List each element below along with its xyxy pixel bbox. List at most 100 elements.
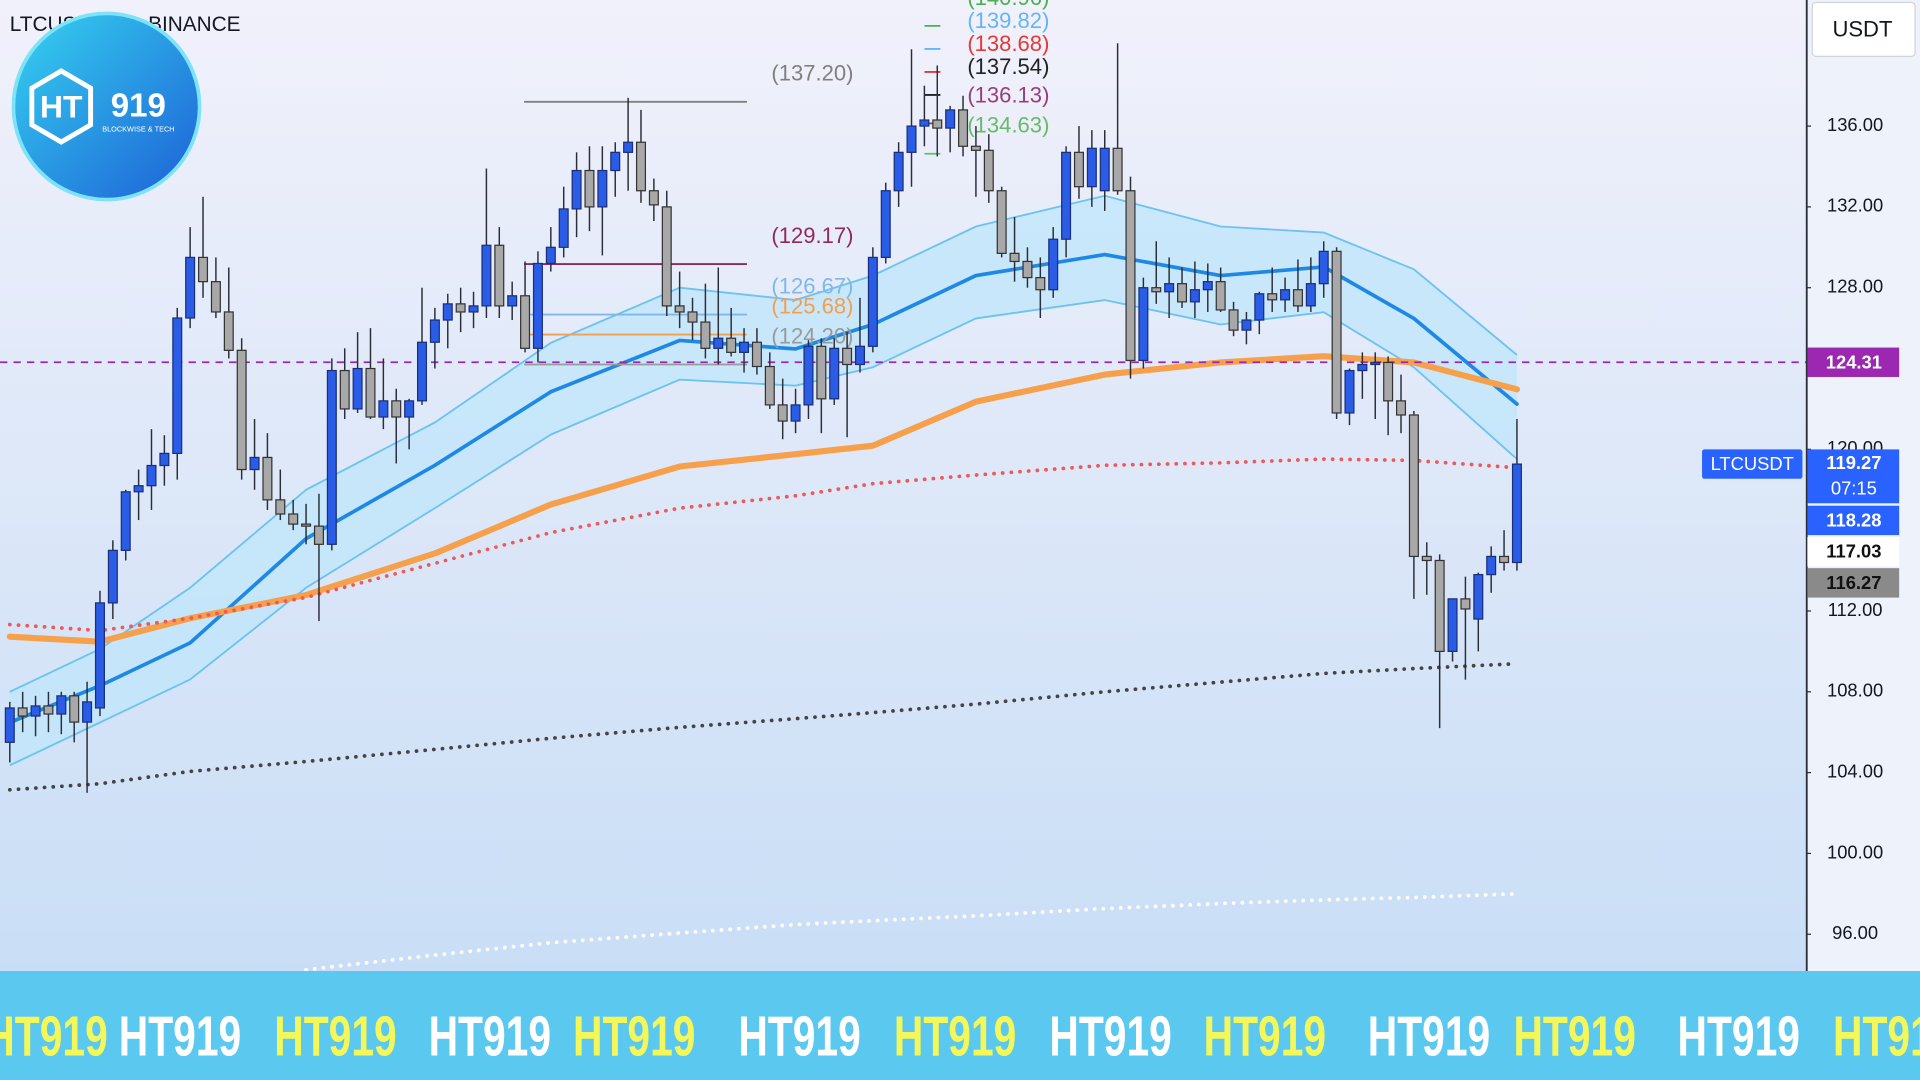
candle-body (275, 499, 286, 515)
candle-body (597, 169, 608, 208)
candle-body (1292, 289, 1303, 307)
candle-body (661, 206, 672, 307)
fib-label: (126.67) (771, 273, 853, 298)
candle-body (545, 246, 556, 265)
candle-body (958, 109, 969, 147)
banner-text: HT919 (1204, 1005, 1326, 1068)
currency-box (1811, 1, 1916, 57)
alert-price: 124.31 (1826, 351, 1882, 372)
last-price-box (1807, 449, 1900, 504)
candle-body (751, 341, 762, 368)
candle-body (249, 456, 260, 471)
candle-body (1421, 555, 1432, 562)
candle-body (30, 705, 41, 717)
logo-name: 919 (111, 87, 166, 124)
candle-body (816, 345, 827, 400)
last-price: 119.27 (1826, 452, 1881, 473)
candle-body (365, 367, 376, 418)
candle-body (970, 145, 981, 151)
banner-text: HT919 (119, 1005, 241, 1068)
fib-label: (125.68) (771, 293, 853, 318)
candle-body (1473, 573, 1484, 620)
candle-body (1164, 283, 1175, 293)
candle-body (107, 549, 118, 604)
candle-body (1009, 252, 1020, 263)
candle-body (558, 208, 569, 248)
candle-body (713, 337, 724, 349)
candle-body (17, 707, 28, 717)
candle-body (1499, 555, 1510, 564)
dotted-line (304, 892, 1519, 972)
candle-body (172, 317, 183, 454)
candle-body (1189, 289, 1200, 303)
candle-body (507, 295, 518, 307)
candle-body (1395, 400, 1407, 416)
candle-body (1511, 463, 1522, 564)
y-tick-label: 136.00 (1827, 114, 1883, 135)
y-tick-label: 112.00 (1828, 599, 1883, 620)
plot-area: (137.20) (129.17) (126.67)(125.68) (124.20)… (0, 0, 1807, 972)
candle-body (262, 456, 273, 501)
fib-label: (136.13) (967, 82, 1049, 107)
candle-body (945, 109, 956, 129)
fib-label: (140.96) (967, 0, 1049, 10)
price-axis: USDT 136.00132.00128.00120.00112.00108.0… (1805, 0, 1920, 972)
candle-body (893, 151, 904, 192)
candle-body (416, 341, 428, 402)
candle-body (571, 169, 582, 210)
candle-body (1228, 309, 1239, 331)
fib-label: (137.54) (967, 54, 1049, 79)
moving-average (6, 353, 1521, 645)
candle-body (56, 695, 67, 715)
logo-badge (11, 11, 202, 202)
candle-body (1486, 555, 1497, 576)
candle-body (1280, 289, 1291, 301)
banner-text: HT919 (894, 1005, 1016, 1068)
candle-body (674, 305, 685, 313)
candle-body (326, 369, 337, 545)
banner (0, 971, 1920, 1080)
price-label-box (1807, 536, 1900, 567)
candle-body (1267, 293, 1278, 301)
candle-body (4, 707, 15, 743)
banner-text: HT919 (1513, 1005, 1635, 1068)
symbol-tag-box (1702, 449, 1803, 479)
candle-body (197, 256, 209, 283)
candle-body (867, 256, 878, 347)
candle-body (623, 141, 634, 153)
banner-text: HT919 (1678, 1005, 1800, 1068)
price-label: 118.28 (1826, 509, 1881, 530)
fib-label: (124.20) (771, 323, 853, 348)
candle-body (494, 244, 505, 307)
candle-body (1086, 147, 1097, 188)
candle-body (996, 190, 1007, 254)
candle-body (1125, 190, 1136, 362)
price-label-box (1807, 505, 1900, 536)
candle-body (442, 303, 453, 321)
candle-body (133, 485, 144, 493)
candle-body (404, 400, 415, 418)
candle-body (803, 345, 814, 406)
candle-body (919, 119, 930, 127)
fib-label: (137.20) (771, 61, 853, 86)
candle-body (288, 513, 299, 525)
fib-label: (129.17) (771, 223, 853, 248)
banner-text: HT919 (573, 1005, 695, 1068)
candle-body (764, 365, 775, 406)
candle-body (1370, 361, 1381, 366)
candle-body (635, 141, 647, 192)
candle-body (1022, 260, 1033, 279)
candle-body (520, 295, 531, 349)
logo-hexagon (29, 68, 94, 145)
banner-text: HT919 (274, 1005, 396, 1068)
candle-body (1408, 414, 1419, 558)
currency: USDT (1832, 16, 1892, 41)
candle-body (983, 149, 994, 192)
fib-label: (138.68) (967, 31, 1049, 56)
candle-body (700, 321, 711, 349)
y-tick-label: 104.00 (1827, 760, 1883, 781)
candle-body (1099, 147, 1110, 192)
candle-body (777, 404, 788, 422)
